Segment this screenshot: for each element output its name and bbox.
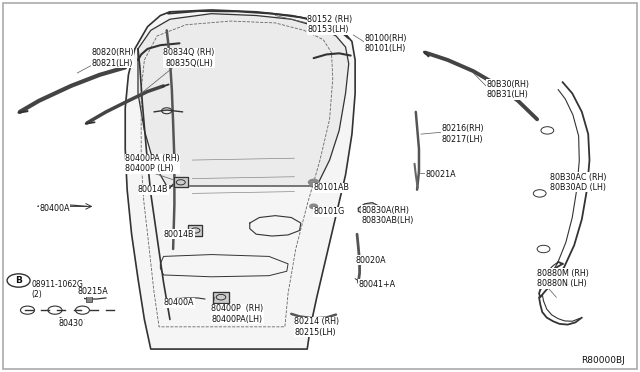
Text: 80830A(RH)
80830AB(LH): 80830A(RH) 80830AB(LH) <box>362 206 414 225</box>
Text: 80101G: 80101G <box>314 208 345 217</box>
Text: B: B <box>15 276 22 285</box>
Text: 80400A: 80400A <box>39 204 70 213</box>
Text: 80430: 80430 <box>58 319 83 328</box>
Polygon shape <box>358 203 378 214</box>
Text: 80820(RH)
80821(LH): 80820(RH) 80821(LH) <box>91 48 134 68</box>
Polygon shape <box>213 292 229 303</box>
Circle shape <box>308 179 319 185</box>
Text: R80000BJ: R80000BJ <box>582 356 625 365</box>
Text: 08911-1062G
(2): 08911-1062G (2) <box>31 280 83 299</box>
Text: 80834Q (RH)
80835Q(LH): 80834Q (RH) 80835Q(LH) <box>163 48 215 68</box>
Text: 80041+A: 80041+A <box>358 280 396 289</box>
Polygon shape <box>138 14 349 186</box>
Text: 80216(RH)
80217(LH): 80216(RH) 80217(LH) <box>442 124 484 144</box>
Text: 80880M (RH)
80880N (LH): 80880M (RH) 80880N (LH) <box>537 269 589 288</box>
Text: 80100(RH)
80101(LH): 80100(RH) 80101(LH) <box>365 33 407 53</box>
Text: 80214 (RH)
80215(LH): 80214 (RH) 80215(LH) <box>294 317 340 337</box>
Polygon shape <box>125 10 355 349</box>
Text: 80B30(RH)
80B31(LH): 80B30(RH) 80B31(LH) <box>486 80 529 99</box>
Text: 80400P  (RH)
80400PA(LH): 80400P (RH) 80400PA(LH) <box>211 304 264 324</box>
Text: 80400A: 80400A <box>164 298 194 307</box>
Text: 80215A: 80215A <box>77 287 108 296</box>
Polygon shape <box>550 179 563 190</box>
Text: 80014B: 80014B <box>164 230 194 239</box>
Text: 80014B: 80014B <box>138 185 168 194</box>
Polygon shape <box>188 225 202 235</box>
Text: 80021A: 80021A <box>426 170 456 179</box>
Text: 80020A: 80020A <box>355 256 386 264</box>
Text: 80101AB: 80101AB <box>314 183 349 192</box>
Text: 80B30AC (RH)
80B30AD (LH): 80B30AC (RH) 80B30AD (LH) <box>550 173 607 192</box>
Circle shape <box>310 204 317 209</box>
Polygon shape <box>173 177 188 187</box>
Text: 80400PA (RH)
80400P (LH): 80400PA (RH) 80400P (LH) <box>125 154 180 173</box>
Text: 80152 (RH)
80153(LH): 80152 (RH) 80153(LH) <box>307 15 353 35</box>
